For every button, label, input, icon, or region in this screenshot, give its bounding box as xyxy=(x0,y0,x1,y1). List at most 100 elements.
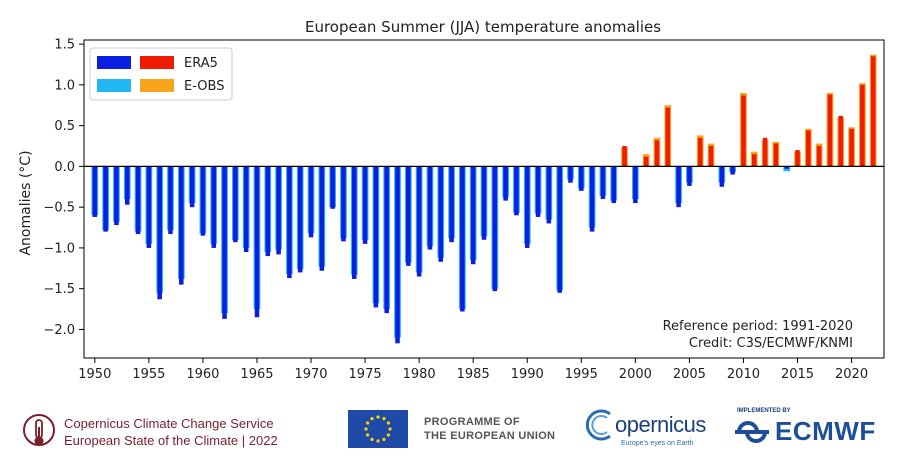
x-tick-label: 1975 xyxy=(349,367,382,382)
y-ticks-group: −2.0 −1.5 −1.0 −0.5 0.0 0.5 1.0 1.5 xyxy=(43,38,84,338)
era5-bar-1978 xyxy=(395,166,400,344)
credit-note: Credit: C3S/ECMWF/KNMI xyxy=(689,336,853,351)
copernicus-climate-service-logo: Copernicus Climate Change Service Europe… xyxy=(22,412,278,452)
eu-programme-logo: PROGRAMME OF THE EUROPEAN UNION xyxy=(348,410,555,448)
era5-bar-2005 xyxy=(687,166,692,186)
copernicus-tagline: Europe's eyes on Earth xyxy=(621,440,694,447)
era5-bar-2013 xyxy=(773,143,779,167)
era5-bar-2002 xyxy=(654,140,660,167)
x-tick-label: 2020 xyxy=(835,367,868,382)
y-tick-label: 1.0 xyxy=(54,78,75,93)
era5-bar-1950 xyxy=(92,166,98,217)
era5-bar-1984 xyxy=(460,166,465,312)
eu-programme-line2: THE EUROPEAN UNION xyxy=(424,430,556,442)
era5-bar-1972 xyxy=(330,166,335,209)
era5-bar-1980 xyxy=(416,166,422,277)
era5-bar-2022 xyxy=(870,56,876,167)
eu-stars-icon xyxy=(364,415,392,443)
era5-bar-1979 xyxy=(406,166,411,266)
bars-group xyxy=(91,54,877,344)
era5-bar-1967 xyxy=(276,166,281,255)
x-tick-label: 1990 xyxy=(511,367,544,382)
era5-bar-2009 xyxy=(730,166,735,175)
era5-bar-1954 xyxy=(135,166,141,235)
era5-bar-1997 xyxy=(600,166,606,199)
eu-star xyxy=(370,437,374,441)
temperature-anomaly-chart: European Summer (JJA) temperature anomal… xyxy=(18,18,885,382)
era5-bar-2004 xyxy=(676,166,681,208)
x-tick-label: 1985 xyxy=(457,367,490,382)
era5-bar-2021 xyxy=(860,84,865,167)
y-tick-label: −2.0 xyxy=(43,323,75,338)
era5-bar-1965 xyxy=(254,166,260,318)
legend-era5-negative-swatch xyxy=(97,56,131,69)
era5-bar-2007 xyxy=(708,146,714,167)
era5-bar-1993 xyxy=(557,166,562,293)
era5-bar-1983 xyxy=(449,166,454,243)
eu-star xyxy=(370,417,374,421)
era5-bar-1960 xyxy=(200,166,206,236)
y-tick-label: −1.0 xyxy=(43,241,75,256)
ecmwf-waves-icon xyxy=(735,420,769,443)
era5-bar-2018 xyxy=(827,94,833,167)
eu-programme-line1: PROGRAMME OF xyxy=(424,416,520,428)
copernicus-wordmark: opernicus xyxy=(615,412,706,437)
ecmwf-wordmark: ECMWF xyxy=(775,416,876,446)
copernicus-c-icon xyxy=(585,409,611,441)
era5-bar-2020 xyxy=(849,128,854,167)
era5-bar-2006 xyxy=(697,137,703,167)
x-tick-label: 2005 xyxy=(673,367,706,382)
thermometer-globe-icon xyxy=(23,414,55,446)
x-tick-label: 1960 xyxy=(186,367,219,382)
era5-bar-2008 xyxy=(719,166,725,187)
era5-bar-1963 xyxy=(233,166,238,243)
x-ticks-group: 1950 1955 1960 1965 1970 1975 1980 1985 1990 1995… xyxy=(78,358,868,382)
x-tick-label: 1950 xyxy=(78,367,111,382)
y-tick-label: 0.0 xyxy=(54,160,75,175)
era5-bar-2014 xyxy=(784,166,789,169)
era5-bar-1989 xyxy=(514,166,519,216)
legend-era5-label: ERA5 xyxy=(184,56,218,71)
era5-bar-2019 xyxy=(838,115,844,167)
era5-bar-1987 xyxy=(492,166,498,292)
era5-bar-1970 xyxy=(308,166,314,238)
y-tick-label: −0.5 xyxy=(43,201,75,216)
reference-period-note: Reference period: 1991-2020 xyxy=(663,319,853,334)
era5-bar-2017 xyxy=(816,146,822,167)
era5-bar-1959 xyxy=(189,166,195,208)
x-tick-label: 1970 xyxy=(294,367,327,382)
footer-logos: Copernicus Climate Change Service Europe… xyxy=(0,400,906,476)
copernicus-logo: opernicus Europe's eyes on Earth xyxy=(585,408,706,447)
eu-star xyxy=(382,437,386,441)
legend-eobs-negative-swatch xyxy=(97,79,131,92)
x-tick-label: 2000 xyxy=(619,367,652,382)
era5-bar-1999 xyxy=(622,146,627,167)
era5-bar-1998 xyxy=(611,166,616,204)
era5-bar-2001 xyxy=(643,156,649,167)
era5-bar-2012 xyxy=(762,137,768,167)
x-tick-label: 2010 xyxy=(727,367,760,382)
era5-bar-1990 xyxy=(524,166,530,248)
era5-bar-1961 xyxy=(211,166,216,248)
y-axis-label: Anomalies (°C) xyxy=(18,150,34,255)
implemented-by-label: IMPLEMENTED BY xyxy=(737,408,791,414)
era5-bar-1977 xyxy=(384,166,389,314)
era5-bar-1966 xyxy=(265,166,271,257)
era5-bar-1982 xyxy=(438,166,444,262)
era5-bar-1962 xyxy=(222,166,227,319)
y-tick-label: −1.5 xyxy=(43,282,75,297)
era5-bar-1957 xyxy=(168,166,173,235)
era5-bar-2016 xyxy=(806,130,811,167)
legend: ERA5 E-OBS xyxy=(89,47,233,101)
era5-bar-2000 xyxy=(633,166,638,204)
era5-bar-1981 xyxy=(427,166,433,250)
era5-bar-1968 xyxy=(287,166,292,279)
era5-bar-1975 xyxy=(362,166,368,244)
x-tick-label: 1965 xyxy=(240,367,273,382)
x-tick-label: 2015 xyxy=(781,367,814,382)
eu-star xyxy=(376,415,380,419)
era5-bar-1986 xyxy=(481,166,487,240)
copernicus-service-name: Copernicus Climate Change Service xyxy=(64,416,274,431)
era5-bar-1952 xyxy=(114,166,119,226)
